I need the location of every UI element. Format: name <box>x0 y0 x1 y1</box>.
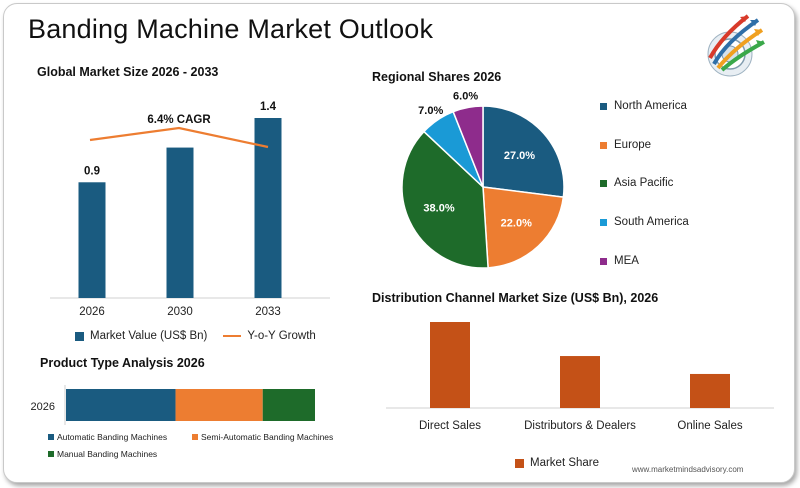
product-chart-title: Product Type Analysis 2026 <box>40 356 205 370</box>
legend-growth: Y-o-Y Growth <box>223 330 316 342</box>
growth-line <box>89 126 269 149</box>
tick-label-distributors-dealers: Distributors & Dealers <box>524 420 636 432</box>
tick-label-2030: 2030 <box>167 306 193 318</box>
legend-swatch-asia-pacific <box>600 179 607 187</box>
product-type-chart: 2026 <box>31 385 315 425</box>
value-label-2033: 1.4 <box>260 101 277 113</box>
legend-swatch-north-america <box>600 102 607 110</box>
channel-chart-title: Distribution Channel Market Size (US$ Bn… <box>372 291 659 305</box>
legend-swatch-market-value <box>75 331 84 341</box>
legend-semi-automatic: Semi-Automatic Banding Machines <box>192 432 333 442</box>
legend-label-asia-pacific: Asia Pacific <box>614 177 674 189</box>
legend-swatch-growth <box>223 335 242 337</box>
stacked-segment-manual-banding-machines <box>262 389 315 421</box>
legend-swatch-south-america <box>600 218 607 226</box>
pie-slice-mea <box>452 105 484 188</box>
legend-swatch-manual <box>48 451 54 457</box>
pie-slice-north-america <box>482 105 565 198</box>
legend-label-south-america: South America <box>614 216 689 228</box>
legend-swatch-semi-automatic <box>192 434 198 440</box>
legend-label-market-value: Market Value (US$ Bn) <box>90 330 208 342</box>
bar-2030 <box>166 147 194 298</box>
legend-swatch-market-share <box>515 458 524 468</box>
bar-online-sales <box>690 373 730 408</box>
channel-chart-legend: Market Share <box>515 457 599 469</box>
pie-slice-europe <box>482 186 565 269</box>
cagr-annotation: 6.4% CAGR <box>147 114 211 126</box>
legend-manual: Manual Banding Machines <box>48 449 157 459</box>
global-chart-legend: Market Value (US$ Bn) Y-o-Y Growth <box>75 330 332 342</box>
value-label-2026: 0.9 <box>84 165 100 177</box>
legend-label-north-america: North America <box>614 100 687 112</box>
regional-chart-title: Regional Shares 2026 <box>372 70 502 84</box>
pie-label-asia-pacific: 38.0% <box>423 203 454 215</box>
legend-north-america: North America <box>600 100 687 112</box>
tick-label-2033: 2033 <box>255 306 281 318</box>
legend-label-growth: Y-o-Y Growth <box>247 330 316 342</box>
bar-distributors-dealers <box>560 356 600 408</box>
bar-2026 <box>78 182 106 298</box>
legend-label-europe: Europe <box>614 139 652 151</box>
target-arrows-logo-icon <box>700 12 770 82</box>
legend-swatch-mea <box>600 257 607 265</box>
legend-label-manual: Manual Banding Machines <box>57 449 158 459</box>
pie-label-north-america: 27.0% <box>504 150 535 162</box>
regional-shares-pie: 27.0% 22.0% 38.0% 7.0% 6.0% <box>401 91 565 269</box>
legend-label-semi-automatic: Semi-Automatic Banding Machines <box>201 432 334 442</box>
legend-europe: Europe <box>600 139 651 151</box>
stacked-segment-semi-automatic-banding-machines <box>175 389 263 421</box>
global-chart-title: Global Market Size 2026 - 2033 <box>37 65 219 79</box>
legend-swatch-automatic <box>48 434 54 440</box>
legend-automatic: Automatic Banding Machines <box>48 432 167 442</box>
legend-south-america: South America <box>600 216 689 228</box>
global-market-size-chart: 0.9 2026 2030 1.4 2033 6.4% CAGR <box>50 101 330 318</box>
legend-market-value: Market Value (US$ Bn) <box>75 330 207 342</box>
bar-direct-sales <box>430 322 470 408</box>
pie-label-mea: 6.0% <box>453 91 478 103</box>
pie-label-south-america: 7.0% <box>418 105 443 117</box>
legend-label-market-share: Market Share <box>530 457 600 469</box>
tick-label-direct-sales: Direct Sales <box>419 420 481 432</box>
page-title: Banding Machine Market Outlook <box>28 14 434 44</box>
pie-slice-asia-pacific <box>401 130 489 269</box>
pie-label-europe: 22.0% <box>501 217 532 229</box>
watermark-url: www.marketmindsadvisory.com <box>632 465 744 474</box>
legend-mea: MEA <box>600 255 639 267</box>
legend-label-automatic: Automatic Banding Machines <box>57 432 168 442</box>
legend-label-mea: MEA <box>614 255 639 267</box>
legend-asia-pacific: Asia Pacific <box>600 177 673 189</box>
tick-label-online-sales: Online Sales <box>677 420 742 432</box>
tick-label-2026: 2026 <box>79 306 105 318</box>
distribution-channel-chart: Direct Sales Distributors & Dealers Online… <box>386 322 774 432</box>
legend-swatch-europe <box>600 141 607 149</box>
tick-label-2026: 2026 <box>31 401 55 413</box>
stacked-segment-automatic-banding-machines <box>66 389 176 421</box>
bar-2033 <box>254 118 282 298</box>
